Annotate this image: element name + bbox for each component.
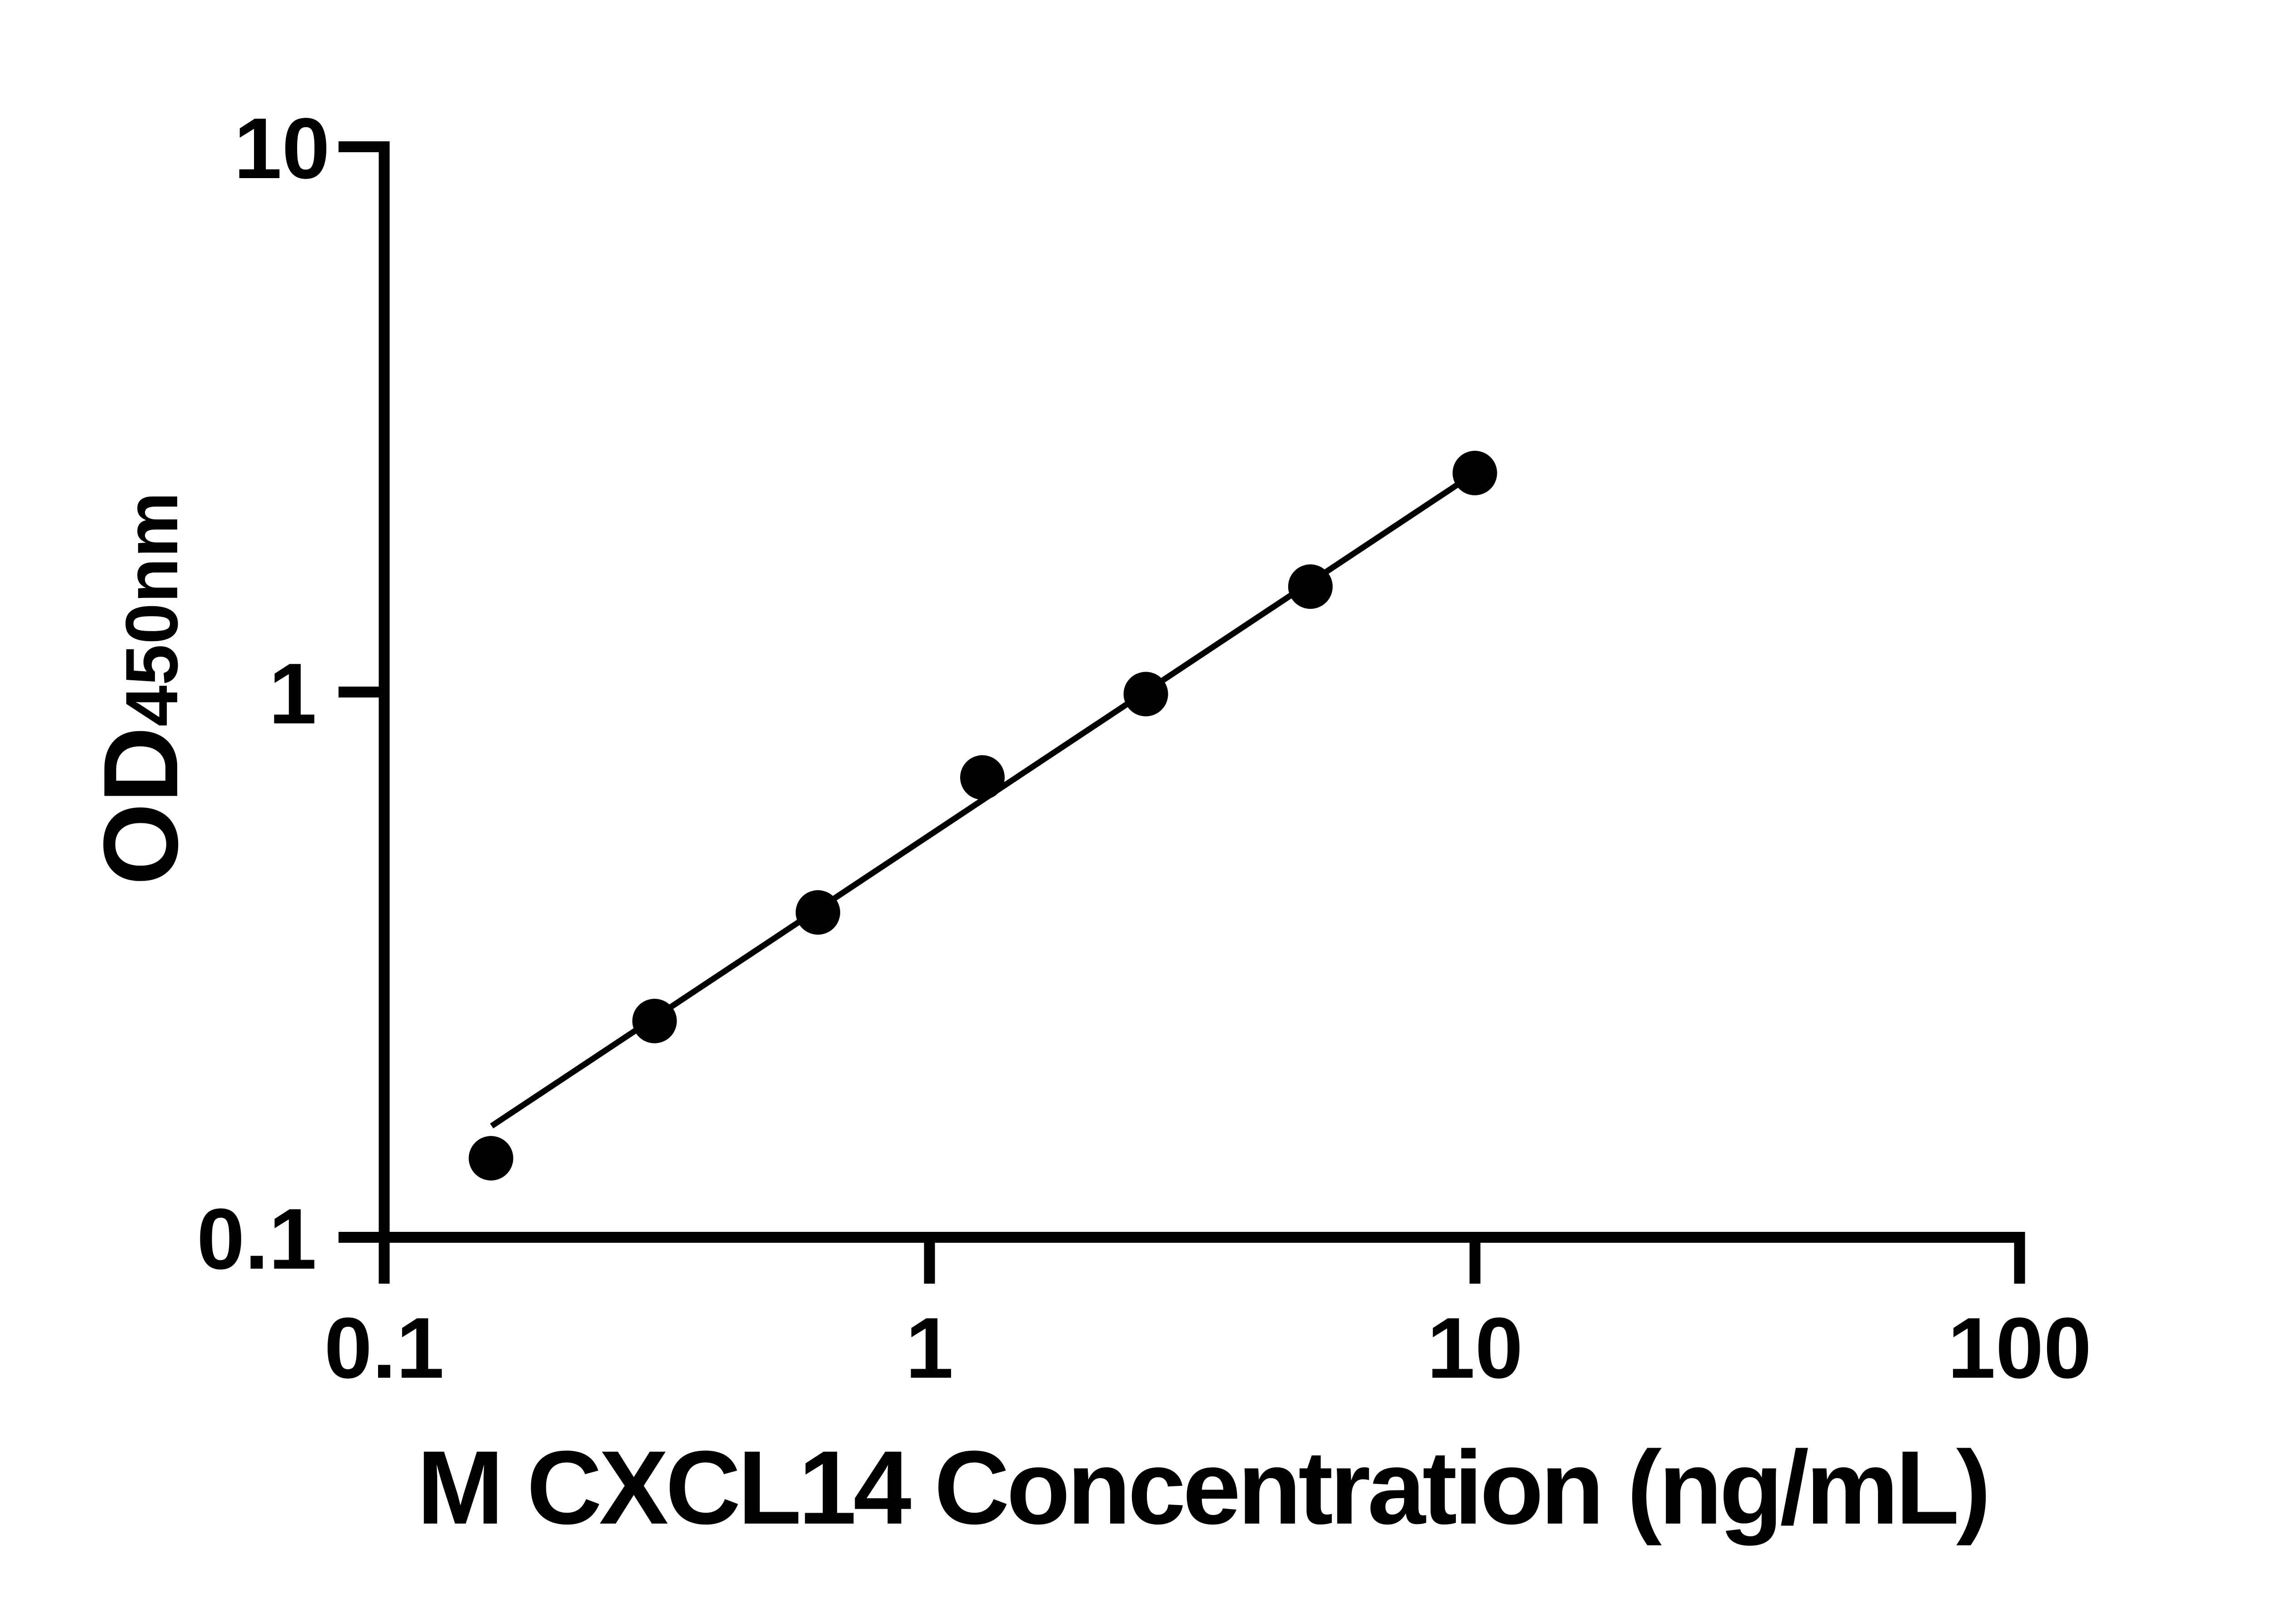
svg-text:1: 1 [906, 1300, 954, 1396]
svg-text:OD450nm: OD450nm [82, 492, 200, 886]
svg-text:0.1: 0.1 [197, 1191, 317, 1287]
svg-text:1: 1 [269, 646, 317, 742]
svg-text:100: 100 [1948, 1300, 2092, 1396]
svg-text:10: 10 [234, 100, 330, 197]
svg-text:10: 10 [1427, 1300, 1523, 1396]
svg-text:0.1: 0.1 [324, 1300, 444, 1396]
svg-text:M CXCL14 Concentration (ng/mL): M CXCL14 Concentration (ng/mL) [417, 1429, 1988, 1546]
